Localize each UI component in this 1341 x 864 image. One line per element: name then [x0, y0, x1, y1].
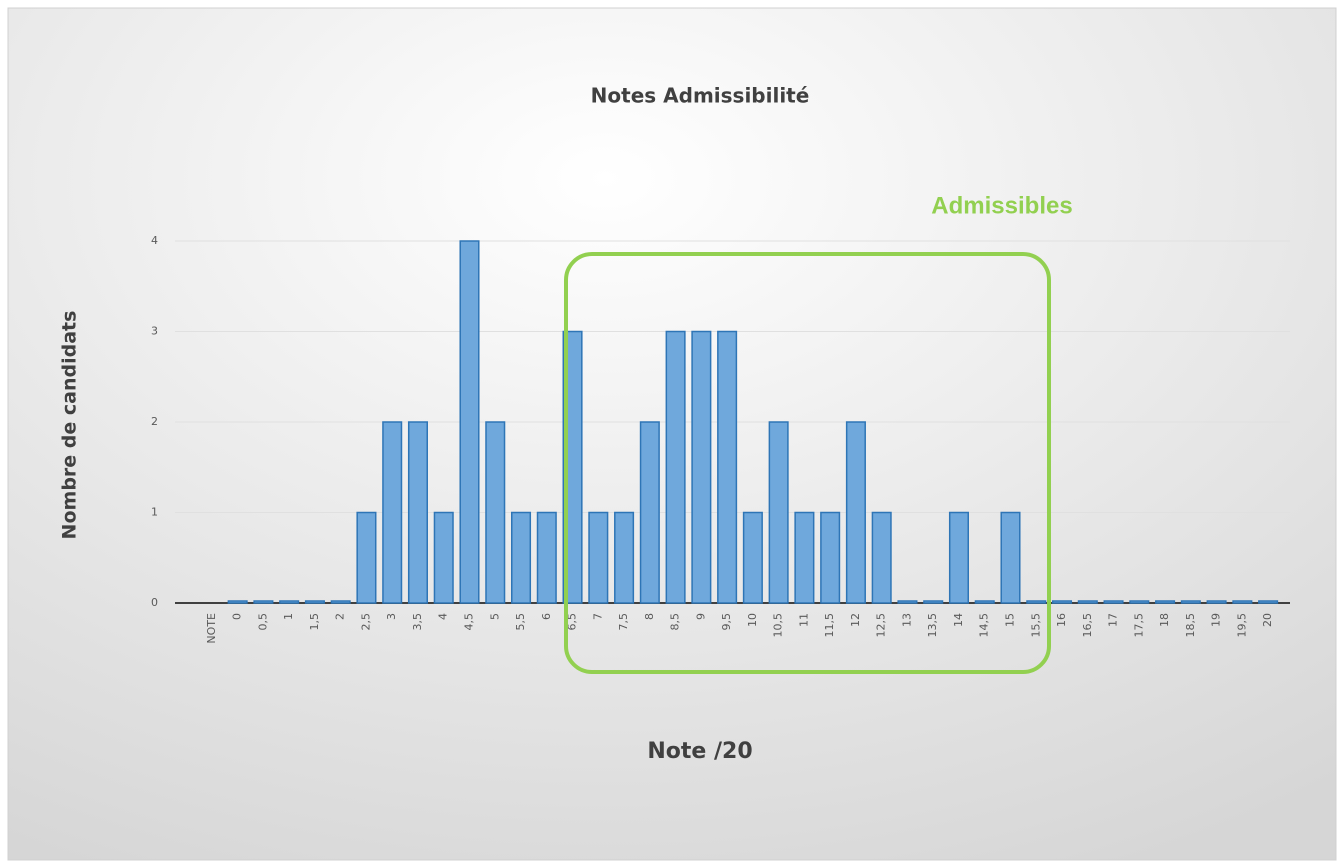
bar [1232, 600, 1253, 604]
x-tick-label: 7 [591, 613, 604, 620]
bar [279, 600, 300, 604]
bar [536, 511, 557, 604]
x-tick-label: 0 [231, 613, 244, 620]
x-tick-label: 1 [282, 613, 295, 620]
x-tick-label: 0,5 [256, 613, 269, 631]
bar [665, 330, 686, 604]
x-tick-label: 11,5 [823, 613, 836, 638]
bar [1155, 600, 1176, 604]
bar [1180, 600, 1201, 604]
x-tick-label: 11 [797, 613, 810, 627]
bar [1051, 600, 1073, 604]
x-tick-label: 10 [746, 613, 759, 627]
bar [356, 511, 377, 604]
x-tick-label: 6,5 [566, 613, 579, 631]
bar [1129, 600, 1150, 604]
y-tick-label: 1 [151, 506, 158, 519]
x-tick-label: 12 [849, 613, 862, 627]
x-tick-label: 4 [437, 613, 450, 620]
x-tick-label: 3 [385, 613, 398, 620]
x-tick-label: 8,5 [669, 613, 682, 631]
x-tick-label: 14,5 [978, 613, 991, 638]
x-tick-label: 3,5 [411, 613, 424, 631]
bar [871, 511, 892, 604]
y-axis-label: Nombre de candidats [59, 311, 81, 540]
x-axis-label: Note /20 [647, 739, 752, 764]
bar [768, 421, 789, 604]
x-tick-label: 15 [1004, 613, 1017, 627]
y-tick-label: 2 [151, 415, 158, 428]
bar [923, 600, 944, 604]
x-tick-label: 12,5 [875, 613, 888, 638]
x-tick-label: 9,5 [720, 613, 733, 631]
x-tick-label: 6 [540, 613, 553, 620]
bar [1026, 600, 1047, 604]
bar [510, 511, 532, 604]
bar [897, 600, 918, 604]
x-tick-label: 2,5 [359, 613, 372, 631]
x-tick-label: 10,5 [772, 613, 785, 638]
x-tick-label: 17 [1107, 613, 1120, 627]
bar [227, 600, 248, 604]
bar [253, 600, 274, 604]
bar [794, 511, 815, 604]
bar [1103, 600, 1124, 604]
bar [639, 421, 660, 604]
y-tick-label: 4 [151, 234, 158, 247]
x-tick-label: 16,5 [1081, 613, 1094, 638]
bar [407, 421, 429, 604]
x-tick-label: 4,5 [463, 613, 476, 631]
bar [1206, 600, 1227, 604]
highlight-box [564, 252, 1051, 674]
x-tick-label: 18 [1158, 613, 1171, 627]
y-tick-label: 0 [151, 596, 158, 609]
bar [717, 330, 738, 604]
bar [1077, 600, 1098, 604]
x-tick-label: 2 [334, 613, 347, 620]
bar [382, 421, 403, 604]
chart-title: Notes Admissibilité [591, 84, 810, 108]
x-tick-label: 5,5 [514, 613, 527, 631]
bar [691, 330, 712, 604]
bar [1000, 511, 1021, 604]
annotation: Admissibles [931, 192, 1072, 219]
x-tick-label: 19,5 [1235, 613, 1248, 638]
bar [459, 240, 480, 604]
bar [948, 511, 970, 604]
x-tick-label: 13 [900, 613, 913, 627]
x-tick-label: 8 [643, 613, 656, 620]
x-tick-label: 9 [694, 613, 707, 620]
bar [433, 511, 454, 604]
bar [1258, 600, 1279, 604]
x-tick-label: NOTE [205, 613, 218, 644]
x-tick-label: 19 [1210, 613, 1223, 627]
x-tick-label: 14 [952, 613, 965, 627]
bar [742, 511, 763, 604]
x-tick-label: 17,5 [1132, 613, 1145, 638]
x-tick-label: 5 [488, 613, 501, 620]
bar [845, 421, 866, 604]
x-tick-label: 13,5 [926, 613, 939, 638]
y-tick-label: 3 [151, 325, 158, 338]
bar [588, 511, 609, 604]
x-tick-label: 1,5 [308, 613, 321, 631]
bar [330, 600, 351, 604]
x-tick-label: 16 [1055, 613, 1068, 627]
bar [485, 421, 506, 604]
bar [820, 511, 841, 604]
x-tick-label: 15,5 [1029, 613, 1042, 638]
x-tick-label: 18,5 [1184, 613, 1197, 638]
x-tick-label: 20 [1261, 613, 1274, 627]
bar [304, 600, 325, 604]
x-tick-label: 7,5 [617, 613, 630, 631]
bar [614, 511, 635, 604]
bar [974, 600, 995, 604]
